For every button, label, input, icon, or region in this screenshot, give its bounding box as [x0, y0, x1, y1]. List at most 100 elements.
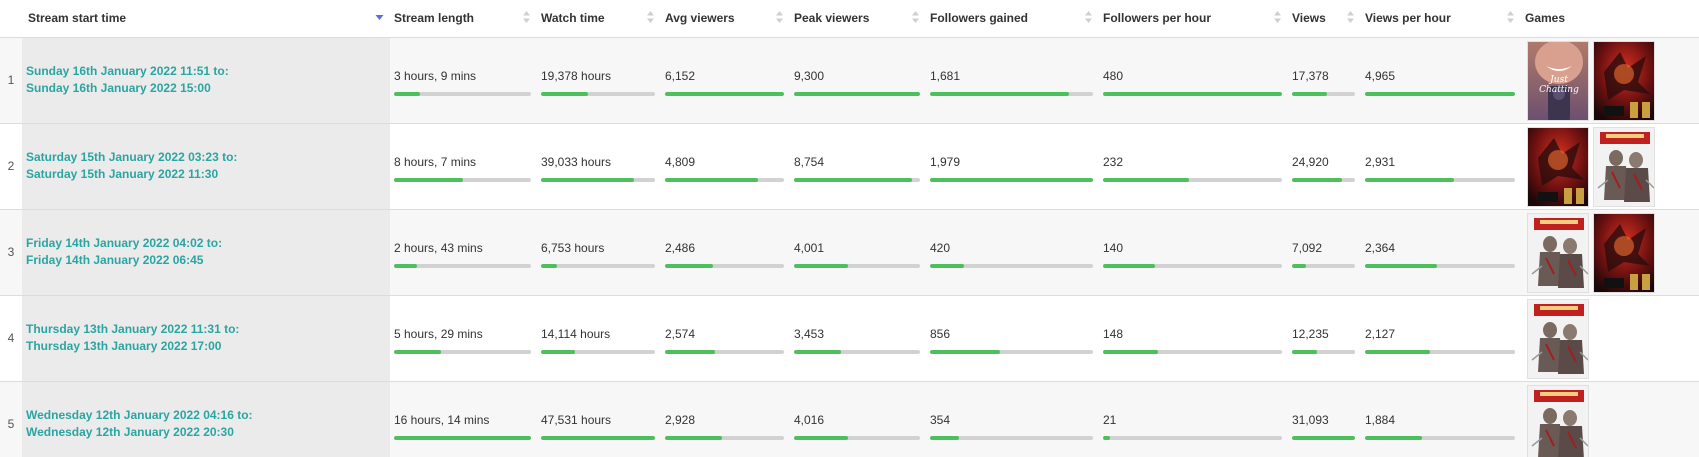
header-views-per-hour[interactable]: Views per hour	[1361, 0, 1521, 38]
bar-fill	[930, 349, 1001, 354]
avg-viewers-cell: 2,574	[661, 295, 790, 382]
bar-fill	[794, 435, 849, 440]
stream-date-range-link[interactable]: Thursday 13th January 2022 11:31 to: Thu…	[26, 321, 390, 355]
stream-end-line: Saturday 15th January 2022 11:30	[26, 167, 219, 181]
header-followers-gained[interactable]: Followers gained	[926, 0, 1099, 38]
watch-time-cell: 19,378 hours	[537, 37, 661, 124]
bar-fill	[1365, 91, 1515, 96]
sort-icon[interactable]	[1346, 9, 1355, 25]
stream-start-line: Saturday 15th January 2022 03:23 to:	[26, 150, 238, 164]
header-label: Views	[1292, 11, 1326, 26]
stream-start-line: Friday 14th January 2022 04:02 to:	[26, 236, 223, 250]
avg-viewers-bar	[665, 91, 784, 96]
watch-time-bar	[541, 91, 655, 96]
bar-fill	[541, 349, 576, 354]
sort-icon[interactable]	[646, 9, 655, 25]
bar-fill	[1103, 177, 1189, 182]
row-index: 2	[0, 123, 22, 210]
followers-per-hour-cell: 21	[1099, 381, 1288, 457]
header-watch-time[interactable]: Watch time	[537, 0, 661, 38]
followers-gained-bar	[930, 91, 1093, 96]
bar-fill	[541, 435, 655, 440]
sort-icon[interactable]	[1273, 9, 1282, 25]
game-thumbnail-warrior-game[interactable]	[1527, 298, 1589, 379]
peak-viewers-cell: 3,453	[790, 295, 926, 382]
bar-fill	[794, 177, 913, 182]
games-cell: Just Chatting	[1521, 37, 1699, 124]
sort-icon[interactable]	[1084, 9, 1093, 25]
game-thumbnail-league-of-legends[interactable]	[1527, 126, 1589, 207]
stream-date-range-link[interactable]: Saturday 15th January 2022 03:23 to: Sat…	[26, 149, 390, 183]
stream-length-value: 5 hours, 29 mins	[394, 326, 483, 341]
sort-icon[interactable]	[1506, 9, 1515, 25]
peak-viewers-bar	[794, 435, 920, 440]
game-thumbnail-warrior-game[interactable]	[1527, 384, 1589, 457]
sort-icon[interactable]	[775, 9, 784, 25]
views-per-hour-bar	[1365, 91, 1515, 96]
svg-text:Just: Just	[1548, 75, 1568, 85]
stream-start-cell: Friday 14th January 2022 04:02 to: Frida…	[22, 209, 390, 296]
stream-date-range-link[interactable]: Sunday 16th January 2022 11:51 to: Sunda…	[26, 63, 390, 97]
views-per-hour-cell: 4,965	[1361, 37, 1521, 124]
games-list	[1527, 384, 1699, 457]
sort-desc-icon[interactable]	[375, 9, 384, 25]
stream-length-value: 3 hours, 9 mins	[394, 68, 477, 83]
followers-gained-cell: 354	[926, 381, 1099, 457]
views-per-hour-cell: 2,364	[1361, 209, 1521, 296]
stream-date-range-link[interactable]: Wednesday 12th January 2022 04:16 to: We…	[26, 407, 390, 441]
watch-time-cell: 6,753 hours	[537, 209, 661, 296]
game-thumbnail-warrior-game[interactable]	[1593, 126, 1655, 207]
table-row: 2 Saturday 15th January 2022 03:23 to: S…	[0, 123, 1699, 210]
sort-icon[interactable]	[522, 9, 531, 25]
row-index: 5	[0, 381, 22, 457]
stream-length-cell: 16 hours, 14 mins	[390, 381, 537, 457]
bar-fill	[1365, 263, 1437, 268]
bar-fill	[1103, 91, 1282, 96]
games-list	[1527, 298, 1699, 379]
game-thumbnail-league-of-legends[interactable]	[1593, 40, 1655, 121]
stream-end-line: Sunday 16th January 2022 15:00	[26, 81, 211, 95]
views-bar	[1292, 349, 1355, 354]
bar-fill	[930, 177, 1093, 182]
header-stream-start-time[interactable]: Stream start time	[22, 0, 390, 38]
header-label: Games	[1525, 11, 1566, 26]
stream-end-line: Friday 14th January 2022 06:45	[26, 253, 204, 267]
game-thumbnail-warrior-game[interactable]	[1527, 212, 1589, 293]
stream-date-range-link[interactable]: Friday 14th January 2022 04:02 to: Frida…	[26, 235, 390, 269]
stream-end-line: Wednesday 12th January 2022 20:30	[26, 425, 234, 439]
views-cell: 12,235	[1288, 295, 1361, 382]
sort-icon[interactable]	[911, 9, 920, 25]
watch-time-bar	[541, 349, 655, 354]
watch-time-bar	[541, 177, 655, 182]
bar-fill	[794, 91, 920, 96]
views-per-hour-bar	[1365, 435, 1515, 440]
views-bar	[1292, 435, 1355, 440]
bar-fill	[394, 177, 463, 182]
stream-length-value: 8 hours, 7 mins	[394, 154, 477, 169]
avg-viewers-value: 2,574	[665, 326, 696, 341]
peak-viewers-value: 8,754	[794, 154, 825, 169]
views-per-hour-value: 2,127	[1365, 326, 1396, 341]
header-stream-length[interactable]: Stream length	[390, 0, 537, 38]
views-value: 31,093	[1292, 412, 1329, 427]
views-cell: 31,093	[1288, 381, 1361, 457]
game-thumbnail-just-chatting[interactable]: Just Chatting	[1527, 40, 1589, 121]
peak-viewers-bar	[794, 349, 920, 354]
followers-per-hour-bar	[1103, 263, 1282, 268]
followers-per-hour-value: 148	[1103, 326, 1124, 341]
header-followers-per-hour[interactable]: Followers per hour	[1099, 0, 1288, 38]
header-views[interactable]: Views	[1288, 0, 1361, 38]
views-cell: 17,378	[1288, 37, 1361, 124]
header-avg-viewers[interactable]: Avg viewers	[661, 0, 790, 38]
followers-gained-value: 354	[930, 412, 951, 427]
bar-fill	[930, 435, 960, 440]
game-thumbnail-league-of-legends[interactable]	[1593, 212, 1655, 293]
watch-time-value: 47,531 hours	[541, 412, 612, 427]
followers-per-hour-cell: 232	[1099, 123, 1288, 210]
bar-fill	[665, 435, 723, 440]
header-label: Watch time	[541, 11, 605, 26]
stream-length-value: 16 hours, 14 mins	[394, 412, 490, 427]
bar-fill	[541, 177, 635, 182]
header-peak-viewers[interactable]: Peak viewers	[790, 0, 926, 38]
